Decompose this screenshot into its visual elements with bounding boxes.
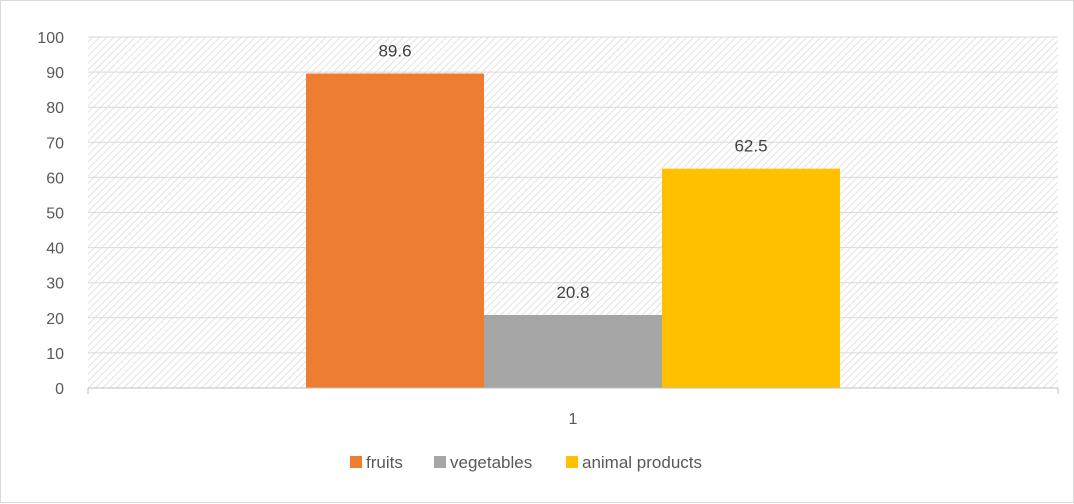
y-tick-label: 100 xyxy=(37,30,64,47)
legend-swatch xyxy=(350,456,362,468)
legend: fruits vegetables animal products xyxy=(350,453,702,472)
y-tick-label: 50 xyxy=(46,206,64,223)
legend-label: fruits xyxy=(366,453,403,472)
bar-fruits xyxy=(306,73,484,388)
data-label: 89.6 xyxy=(378,42,411,61)
y-tick-label: 80 xyxy=(46,100,64,117)
y-tick-label: 90 xyxy=(46,65,64,82)
y-tick-label: 20 xyxy=(46,311,64,328)
legend-swatch xyxy=(434,456,446,468)
y-tick-label: 30 xyxy=(46,276,64,293)
y-tick-label: 70 xyxy=(46,135,64,152)
data-label: 20.8 xyxy=(556,283,589,302)
x-category-label: 1 xyxy=(569,411,578,428)
x-axis: 1 xyxy=(87,387,1059,428)
legend-item: animal products xyxy=(566,453,702,472)
data-labels: 89.6 20.8 62.5 xyxy=(378,42,767,302)
bars xyxy=(306,73,840,388)
legend-item: fruits xyxy=(350,453,403,472)
data-label: 62.5 xyxy=(734,137,767,156)
legend-item: vegetables xyxy=(434,453,532,472)
bar-animal-products xyxy=(662,168,840,388)
legend-label: animal products xyxy=(582,453,702,472)
y-tick-label: 60 xyxy=(46,170,64,187)
bar-vegetables xyxy=(484,314,662,388)
legend-label: vegetables xyxy=(450,453,532,472)
y-tick-label: 10 xyxy=(46,346,64,363)
legend-swatch xyxy=(566,456,578,468)
y-axis: 0 10 20 30 40 50 60 70 80 90 100 xyxy=(37,30,64,398)
y-tick-label: 40 xyxy=(46,241,64,258)
y-tick-label: 0 xyxy=(55,381,64,398)
